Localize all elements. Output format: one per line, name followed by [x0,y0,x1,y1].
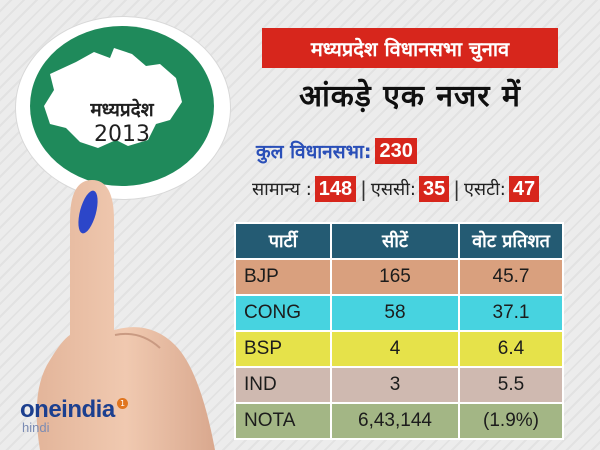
total-label: कुल विधानसभा: [256,141,372,163]
header-seats: सीटें [330,222,460,260]
table-row: BJP 165 45.7 [234,258,564,296]
logo-year: 2013 [94,122,150,147]
party-cell: CONG [234,294,332,332]
seats-cell: 3 [330,366,460,404]
st-value: 47 [508,176,540,202]
inked-finger-icon [36,180,215,450]
vote-cell: 45.7 [458,258,564,296]
seat-breakdown: सामान्य : 148 | एससी: 35 | एसटी: 47 [252,176,540,202]
brand-badge-icon: 1 [117,398,128,409]
sc-label: एससी: [370,179,416,200]
vote-cell: 5.5 [458,366,564,404]
general-value: 148 [314,176,357,202]
vote-cell: 6.4 [458,330,564,368]
brand-name-part1: one [20,396,62,423]
seats-cell: 4 [330,330,460,368]
oneindia-logo: oneindia hindi [20,396,115,435]
brand-sub: hindi [22,420,50,435]
table-row: NOTA 6,43,144 (1.9%) [234,402,564,440]
vote-cell: (1.9%) [458,402,564,440]
party-cell: BSP [234,330,332,368]
sc-value: 35 [418,176,450,202]
seats-cell: 58 [330,294,460,332]
seats-cell: 165 [330,258,460,296]
separator: | [453,177,460,201]
subtitle: आंकड़े एक नजर में [299,79,521,114]
separator: | [360,177,367,201]
st-label: एसटी: [463,179,506,200]
total-assembly-line: कुल विधानसभा: 230 [256,138,417,164]
seats-cell: 6,43,144 [330,402,460,440]
party-cell: BJP [234,258,332,296]
logo-state-name: मध्यप्रदेश [90,99,154,121]
party-cell: IND [234,366,332,404]
brand-name-part2: india [61,396,115,423]
state-map-icon [44,48,182,148]
total-value: 230 [375,138,417,164]
table-row: CONG 58 37.1 [234,294,564,332]
table-row: BSP 4 6.4 [234,330,564,368]
header-party: पार्टी [234,222,332,260]
table-header-row: पार्टी सीटें वोट प्रतिशत [234,222,564,260]
title-banner: मध्यप्रदेश विधानसभा चुनाव [262,28,558,68]
results-table: पार्टी सीटें वोट प्रतिशत BJP 165 45.7 CO… [234,222,564,440]
header-vote: वोट प्रतिशत [458,222,564,260]
party-cell: NOTA [234,402,332,440]
vote-cell: 37.1 [458,294,564,332]
table-row: IND 3 5.5 [234,366,564,404]
general-label: सामान्य : [252,179,312,200]
